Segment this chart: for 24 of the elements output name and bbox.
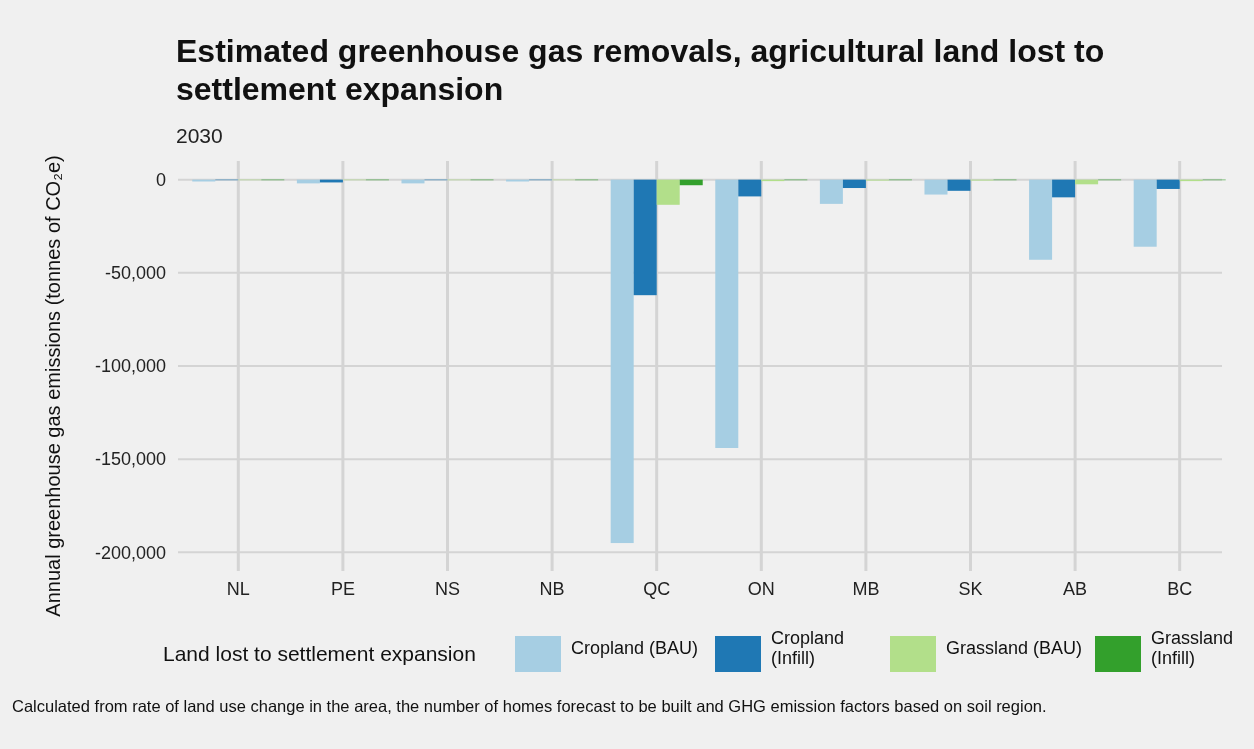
legend-title: Land lost to settlement expansion	[163, 642, 476, 666]
x-tick-label: PE	[330, 579, 355, 600]
x-tick-label: BC	[1167, 579, 1193, 600]
y-tick-label: -50,000	[104, 263, 166, 284]
legend-label: Cropland (BAU)	[571, 638, 699, 658]
x-tick-label: NL	[226, 579, 250, 600]
text: Calculated from rate of land use change in the area, the number of homes forecast to be built and GHG emission factors based on soil region.	[12, 697, 1047, 715]
x-tick-label: QC	[643, 579, 671, 600]
y-tick-label: -100,000	[94, 356, 166, 377]
y-tick-label: -200,000	[94, 542, 166, 563]
y-tick-label: 0	[155, 169, 166, 190]
x-tick-label: SK	[958, 579, 983, 600]
chart-title: Estimated greenhouse gas removals, agricultural land lost to settlement expansion	[176, 33, 1105, 107]
x-tick-label: AB	[1063, 579, 1088, 600]
x-tick-label: NS	[434, 579, 461, 600]
x-tick-label: NB	[539, 579, 565, 600]
chart-subtitle: 2030	[176, 124, 223, 147]
x-tick-label: MB	[852, 579, 880, 600]
legend-label: Grassland (BAU)	[946, 638, 1083, 658]
legend-label: Cropland (Infill)	[771, 628, 845, 668]
x-tick-label: ON	[747, 579, 775, 600]
y-axis-title: Annual greenhouse gas emissions (tonnes of CO₂e)	[42, 155, 64, 617]
y-tick-label: -150,000	[94, 449, 166, 470]
legend-label: Grassland (Infill)	[1151, 628, 1234, 668]
